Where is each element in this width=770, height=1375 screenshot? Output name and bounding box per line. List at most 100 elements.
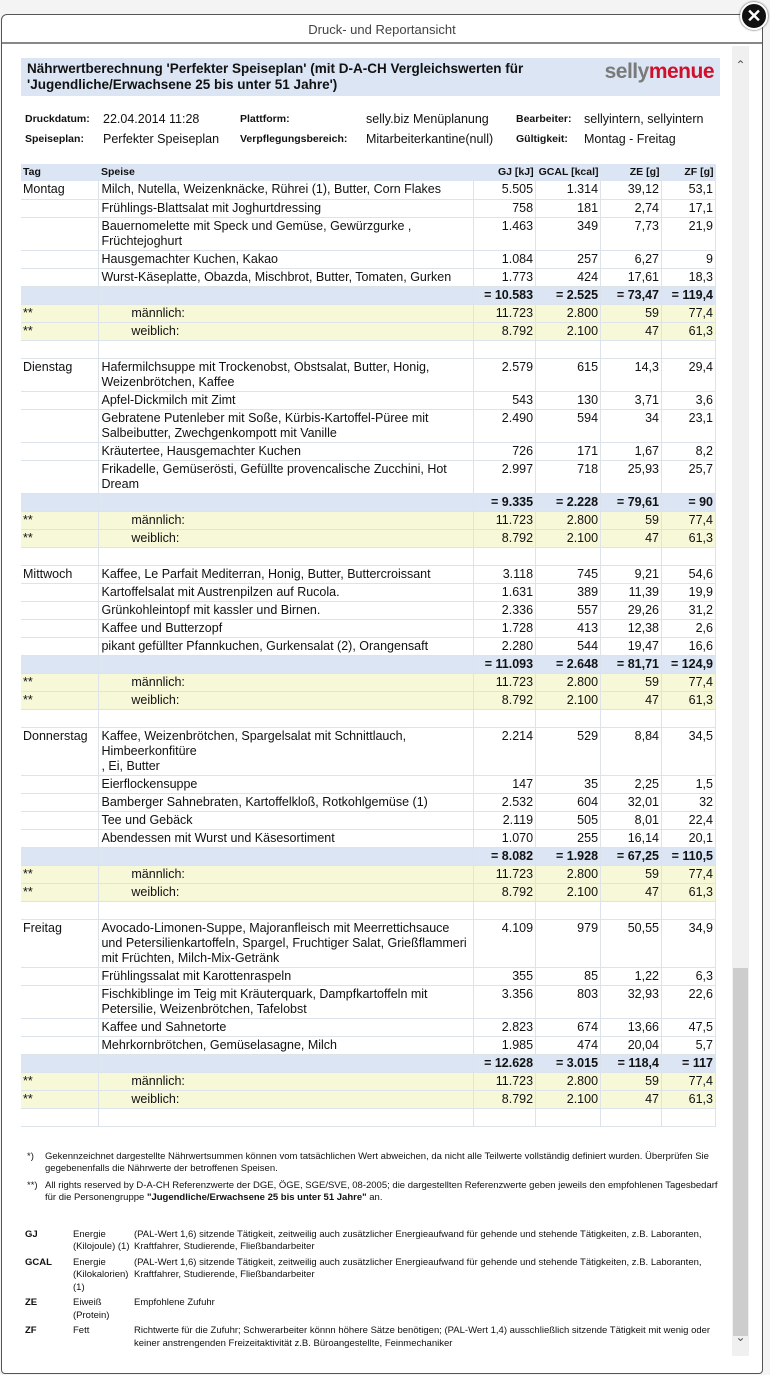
sum-value: = 81,71 xyxy=(600,655,662,674)
close-icon[interactable]: ✕ xyxy=(740,2,768,30)
meta-value: Montag - Freitag xyxy=(584,132,676,146)
scroll-thumb[interactable] xyxy=(733,968,748,1336)
report-title: Nährwertberechnung 'Perfekter Speiseplan… xyxy=(27,61,524,92)
day-cell xyxy=(21,793,100,812)
empty-cell xyxy=(473,901,537,920)
value-cell: 594 xyxy=(535,409,602,443)
legend-desc: (PAL-Wert 1,6) sitzende Tätigkeit, zeitw… xyxy=(134,1228,702,1253)
ref-value: 11.723 xyxy=(473,1072,537,1091)
footnote-text: All rights reserved by D-A-CH Referenzwe… xyxy=(45,1180,720,1205)
value-cell: 29,4 xyxy=(661,358,717,392)
scroll-up-icon[interactable]: ⌃ xyxy=(735,58,746,72)
empty-cell xyxy=(661,547,717,566)
ref-value: 47 xyxy=(600,691,662,710)
legend-key: ZE xyxy=(25,1297,38,1308)
reference-row-w: ** weiblich: 8.792 2.100 47 61,3 xyxy=(21,691,717,710)
empty-cell xyxy=(535,547,602,566)
value-cell: 171 xyxy=(535,442,602,461)
day-cell xyxy=(21,829,100,848)
meal-cell: Kaffee, Weizenbrötchen, Spargelsalat mit… xyxy=(98,727,475,776)
value-cell: 2.280 xyxy=(473,637,537,656)
column-header: ZF [g] xyxy=(661,164,716,181)
legend-desc: Richtwerte für die Zufuhr; Schwerarbeite… xyxy=(134,1325,711,1349)
empty-cell xyxy=(98,340,475,359)
meal-cell: Frühlings-Blattsalat mit Joghurtdressing xyxy=(98,199,475,218)
value-cell: 2.823 xyxy=(473,1018,537,1037)
ref-value: 2.100 xyxy=(535,529,602,548)
ref-marker: ** xyxy=(21,529,100,548)
value-cell: 1.631 xyxy=(473,583,537,602)
meta-label: Plattform: xyxy=(240,113,290,125)
value-cell: 557 xyxy=(535,601,602,620)
meal-cell: Tee und Gebäck xyxy=(98,811,475,830)
day-cell xyxy=(21,637,100,656)
value-cell: 22,4 xyxy=(661,811,717,830)
ref-value: 77,4 xyxy=(661,304,717,323)
day-cell xyxy=(21,811,100,830)
spacer-row xyxy=(21,547,717,566)
spacer-row xyxy=(21,1108,717,1127)
meal-cell: Kaffee und Butterzopf xyxy=(98,619,475,638)
report-content: Nährwertberechnung 'Perfekter Speiseplan… xyxy=(6,46,732,1356)
sum-value: = 124,9 xyxy=(661,655,717,674)
ref-marker: ** xyxy=(21,304,100,323)
day-cell xyxy=(21,619,100,638)
sum-cell xyxy=(98,847,475,866)
sum-cell xyxy=(21,1054,100,1073)
meal-cell: Bauernomelette mit Speck und Gemüse, Gew… xyxy=(98,217,475,251)
ref-value: 2.100 xyxy=(535,691,602,710)
empty-cell xyxy=(21,340,100,359)
day-cell xyxy=(21,391,100,410)
value-cell: 8,2 xyxy=(661,442,717,461)
value-cell: 16,6 xyxy=(661,637,717,656)
ref-value: 8.792 xyxy=(473,691,537,710)
column-header: Speise xyxy=(98,164,474,181)
value-cell: 2,74 xyxy=(600,199,662,218)
day-cell xyxy=(21,460,100,494)
value-cell: 50,55 xyxy=(600,919,662,968)
value-cell: 54,6 xyxy=(661,565,717,584)
value-cell: 505 xyxy=(535,811,602,830)
scroll-down-icon[interactable]: ⌄ xyxy=(735,1330,746,1344)
meta-label: Gültigkeit: xyxy=(516,133,568,145)
value-cell: 1.985 xyxy=(473,1036,537,1055)
meta-label: Bearbeiter: xyxy=(516,113,572,125)
value-cell: 18,3 xyxy=(661,268,717,287)
empty-cell xyxy=(600,1108,662,1127)
value-cell: 745 xyxy=(535,565,602,584)
nutrition-table: Tag Speise GJ [kJ] GCAL [kcal] ZE [g] ZF [g] … xyxy=(21,164,717,1127)
value-cell: 8,84 xyxy=(600,727,662,776)
value-cell: 1.084 xyxy=(473,250,537,269)
empty-cell xyxy=(535,901,602,920)
sum-value: = 67,25 xyxy=(600,847,662,866)
ref-value: 11.723 xyxy=(473,865,537,884)
ref-value: 2.800 xyxy=(535,1072,602,1091)
value-cell: 22,6 xyxy=(661,985,717,1019)
spacer-row xyxy=(21,901,717,920)
meal-cell: Frikadelle, Gemüserösti, Gefüllte proven… xyxy=(98,460,475,494)
value-cell: 355 xyxy=(473,967,537,986)
ref-label: weiblich: xyxy=(98,322,475,341)
ref-value: 11.723 xyxy=(473,673,537,692)
empty-cell xyxy=(21,901,100,920)
ref-marker: ** xyxy=(21,691,100,710)
ref-value: 2.100 xyxy=(535,883,602,902)
value-cell: 8,01 xyxy=(600,811,662,830)
footnote-bold: "Jugendliche/Erwachsene 25 bis unter 51 … xyxy=(146,1192,367,1203)
table-row: Mehrkornbrötchen, Gemüselasagne, Milch 1.… xyxy=(21,1036,717,1055)
day-cell xyxy=(21,601,100,620)
meal-cell: Frühlingssalat mit Karottenraspeln xyxy=(98,967,475,986)
ref-value: 2.800 xyxy=(535,865,602,884)
table-row: Apfel-Dickmilch mit Zimt 543 130 3,71 3,6 xyxy=(21,391,717,410)
value-cell: 3.118 xyxy=(473,565,537,584)
window-title: Druck- und Reportansicht xyxy=(2,15,762,44)
value-cell: 2.490 xyxy=(473,409,537,443)
value-cell: 32,93 xyxy=(600,985,662,1019)
vertical-scrollbar[interactable]: ⌃ ⌄ xyxy=(732,46,749,1356)
report-header: Nährwertberechnung 'Perfekter Speiseplan… xyxy=(21,58,720,96)
reference-row-m: ** männlich: 11.723 2.800 59 77,4 xyxy=(21,304,717,323)
ref-value: 59 xyxy=(600,511,662,530)
sum-value: = 12.628 xyxy=(473,1054,537,1073)
ref-label: weiblich: xyxy=(98,1090,475,1109)
ref-value: 11.723 xyxy=(473,304,537,323)
